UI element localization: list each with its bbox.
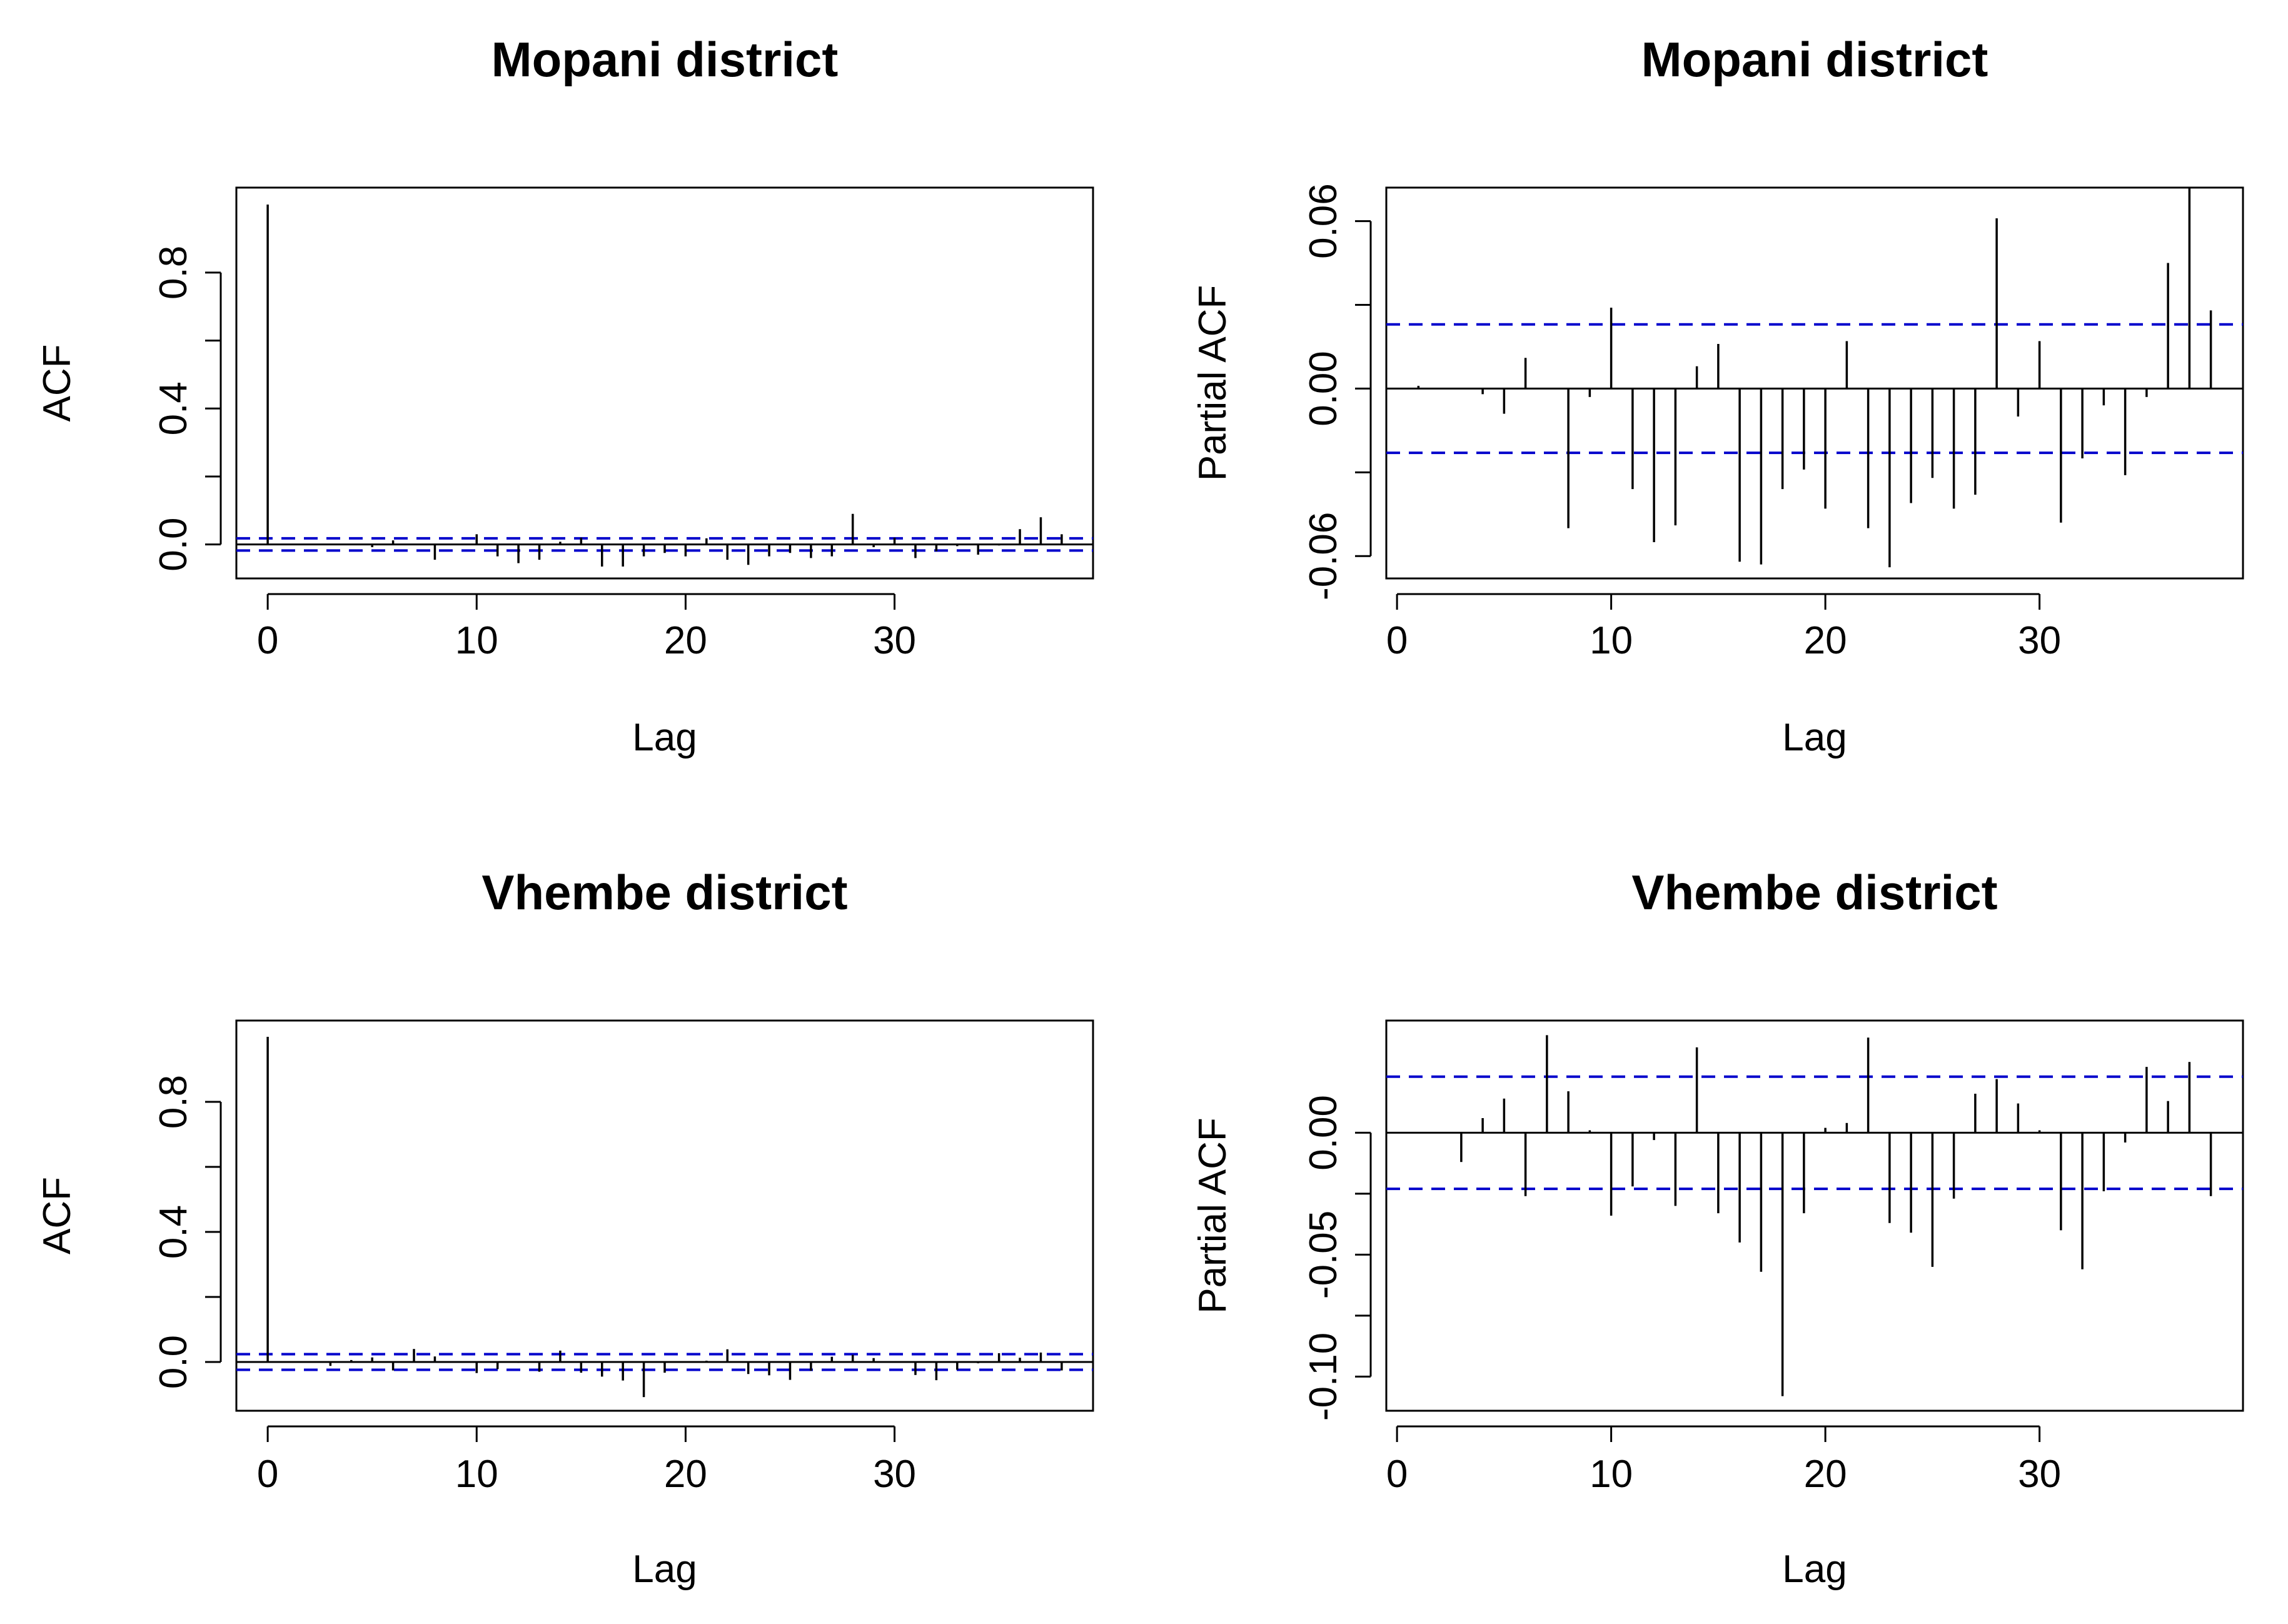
x-tick-label: 0 <box>257 619 278 662</box>
y-tick-label: 0.4 <box>152 381 195 435</box>
x-tick-label: 20 <box>1804 619 1847 662</box>
x-tick-label: 20 <box>664 619 707 662</box>
plot-frame <box>1385 1019 2244 1412</box>
y-tick-label: 0.06 <box>1302 183 1345 259</box>
y-tick-label: 0.8 <box>152 1075 195 1129</box>
panel-vhembe-acf: Vhembe district 0 10 20 30 Lag 0.0 0.4 0.8 ACF <box>36 865 1094 1591</box>
plot-frame <box>235 1019 1094 1412</box>
y-tick-label: -0.06 <box>1302 512 1345 600</box>
panel-mopani-acf: Mopani district 0 10 20 30 Lag 0.0 0.4 0.8 ACF <box>36 32 1094 759</box>
y-tick-label: -0.10 <box>1302 1333 1345 1421</box>
y-tick-label: 0.4 <box>152 1205 195 1259</box>
chart-title: Mopani district <box>1641 32 1988 87</box>
chart-title: Vhembe district <box>481 865 847 920</box>
y-tick-label: 0.00 <box>1302 1095 1345 1171</box>
x-tick-label: 30 <box>2018 619 2061 662</box>
x-tick-label: 20 <box>1804 1453 1847 1496</box>
x-tick-label: 10 <box>455 1453 498 1496</box>
y-tick-label: 0.00 <box>1302 351 1345 426</box>
x-tick-label: 20 <box>664 1453 707 1496</box>
x-tick-label: 10 <box>455 619 498 662</box>
plot-frame <box>235 186 1094 580</box>
panel-mopani-pacf: Mopani district 0 10 20 30 Lag -0.06 0.00 0.06 Pa… <box>1191 32 2244 759</box>
y-axis-label: Partial ACF <box>1191 285 1234 482</box>
x-tick-label: 0 <box>1386 1453 1408 1496</box>
panel-vhembe-pacf: Vhembe district 0 10 20 30 Lag -0.10 -0.05 0.00 P… <box>1191 865 2244 1591</box>
y-tick-label: 0.0 <box>152 518 195 572</box>
x-tick-label: 10 <box>1590 1453 1633 1496</box>
y-axis-label: ACF <box>36 1177 79 1254</box>
x-tick-label: 0 <box>1386 619 1408 662</box>
x-tick-label: 0 <box>257 1453 278 1496</box>
x-tick-label: 30 <box>873 1453 916 1496</box>
y-tick-label: 0.8 <box>152 246 195 300</box>
chart-title: Vhembe district <box>1631 865 1997 920</box>
chart-title: Mopani district <box>491 32 839 87</box>
x-axis-label: Lag <box>632 716 697 759</box>
x-axis-label: Lag <box>1782 1548 1847 1591</box>
x-axis-label: Lag <box>1782 716 1847 759</box>
y-axis-label: ACF <box>36 345 79 422</box>
x-tick-label: 30 <box>2018 1453 2061 1496</box>
y-axis-label: Partial ACF <box>1191 1117 1234 1314</box>
x-tick-label: 10 <box>1590 619 1633 662</box>
x-axis-label: Lag <box>632 1548 697 1591</box>
y-tick-label: 0.0 <box>152 1335 195 1389</box>
x-tick-label: 30 <box>873 619 916 662</box>
y-tick-label: -0.05 <box>1302 1211 1345 1299</box>
plot-frame <box>1385 186 2244 580</box>
